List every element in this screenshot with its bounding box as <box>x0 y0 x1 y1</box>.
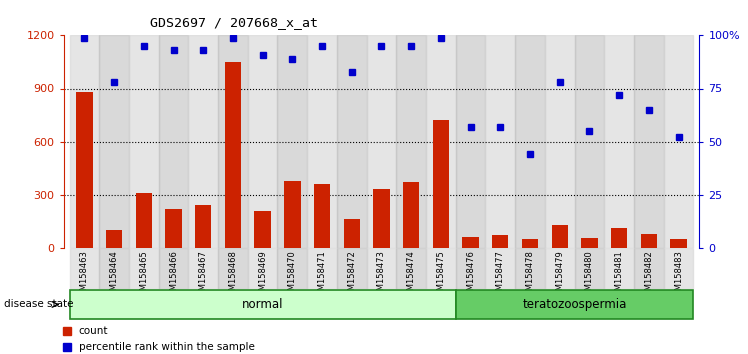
Bar <box>99 35 129 248</box>
Bar <box>515 35 545 248</box>
Bar <box>70 290 456 319</box>
Bar <box>367 35 396 248</box>
Bar <box>663 248 693 289</box>
Bar <box>278 248 307 289</box>
Bar <box>581 238 598 248</box>
Bar <box>634 35 663 248</box>
Bar <box>396 35 426 248</box>
Text: GSM158477: GSM158477 <box>496 250 505 301</box>
Text: GSM158469: GSM158469 <box>258 250 267 301</box>
Bar <box>76 92 93 248</box>
Bar <box>188 35 218 248</box>
Bar <box>284 181 301 248</box>
Bar <box>307 248 337 289</box>
Bar <box>604 35 634 248</box>
Bar <box>545 248 574 289</box>
Text: disease state: disease state <box>4 299 73 309</box>
Text: GSM158471: GSM158471 <box>318 250 327 301</box>
Bar <box>456 290 693 319</box>
Bar <box>574 35 604 248</box>
Text: GSM158479: GSM158479 <box>555 250 564 301</box>
Bar <box>611 228 628 248</box>
Bar <box>337 35 367 248</box>
Bar <box>254 211 271 248</box>
Bar <box>218 35 248 248</box>
Bar <box>165 209 182 248</box>
Text: GSM158466: GSM158466 <box>169 250 178 301</box>
Bar <box>343 219 360 248</box>
Text: GSM158472: GSM158472 <box>347 250 356 301</box>
Bar <box>522 239 539 248</box>
Bar <box>373 189 390 248</box>
Bar <box>604 248 634 289</box>
Bar <box>574 248 604 289</box>
Bar <box>218 248 248 289</box>
Bar <box>99 248 129 289</box>
Bar <box>188 248 218 289</box>
Bar <box>485 35 515 248</box>
Text: count: count <box>79 326 108 336</box>
Bar <box>159 248 188 289</box>
Bar <box>456 35 485 248</box>
Bar <box>159 35 188 248</box>
Bar <box>426 35 456 248</box>
Bar <box>224 62 241 248</box>
Bar <box>492 235 509 248</box>
Text: normal: normal <box>242 298 283 311</box>
Text: GSM158465: GSM158465 <box>139 250 148 301</box>
Text: GSM158476: GSM158476 <box>466 250 475 301</box>
Bar <box>462 237 479 248</box>
Text: GSM158481: GSM158481 <box>615 250 624 301</box>
Bar <box>307 35 337 248</box>
Text: GSM158480: GSM158480 <box>585 250 594 301</box>
Bar <box>515 248 545 289</box>
Text: GSM158475: GSM158475 <box>436 250 445 301</box>
Bar <box>129 248 159 289</box>
Bar <box>433 120 449 248</box>
Text: GSM158470: GSM158470 <box>288 250 297 301</box>
Bar <box>129 35 159 248</box>
Bar <box>248 35 278 248</box>
Bar <box>670 239 687 248</box>
Bar <box>70 248 99 289</box>
Text: GSM158468: GSM158468 <box>228 250 237 301</box>
Bar <box>396 248 426 289</box>
Bar <box>248 248 278 289</box>
Text: GSM158474: GSM158474 <box>407 250 416 301</box>
Text: GSM158482: GSM158482 <box>644 250 653 301</box>
Text: GSM158483: GSM158483 <box>674 250 683 301</box>
Bar <box>426 248 456 289</box>
Text: GSM158473: GSM158473 <box>377 250 386 301</box>
Bar <box>403 182 420 248</box>
Bar <box>106 230 122 248</box>
Bar <box>485 248 515 289</box>
Text: GSM158463: GSM158463 <box>80 250 89 301</box>
Bar <box>195 205 212 248</box>
Text: GDS2697 / 207668_x_at: GDS2697 / 207668_x_at <box>150 16 318 29</box>
Bar <box>70 35 99 248</box>
Bar <box>634 248 663 289</box>
Bar <box>337 248 367 289</box>
Text: GSM158467: GSM158467 <box>199 250 208 301</box>
Text: teratozoospermia: teratozoospermia <box>522 298 627 311</box>
Bar <box>314 184 330 248</box>
Bar <box>551 225 568 248</box>
Text: GSM158478: GSM158478 <box>526 250 535 301</box>
Bar <box>135 193 152 248</box>
Text: percentile rank within the sample: percentile rank within the sample <box>79 342 254 352</box>
Bar <box>663 35 693 248</box>
Bar <box>545 35 574 248</box>
Bar <box>456 248 485 289</box>
Bar <box>278 35 307 248</box>
Bar <box>641 234 657 248</box>
Bar <box>367 248 396 289</box>
Text: GSM158464: GSM158464 <box>110 250 119 301</box>
